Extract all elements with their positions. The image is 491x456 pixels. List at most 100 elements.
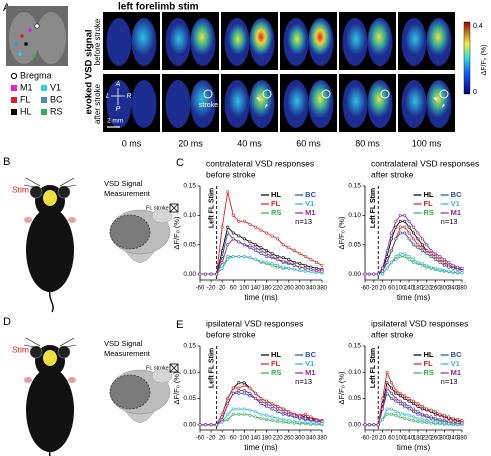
data-point bbox=[425, 252, 429, 256]
data-point bbox=[253, 415, 257, 419]
stim-annotation: Left FL Stim bbox=[370, 348, 377, 388]
data-point bbox=[253, 396, 257, 400]
legend-label: FL bbox=[424, 359, 434, 368]
stroke-label: FL stroke bbox=[146, 205, 169, 211]
data-point bbox=[298, 265, 302, 269]
data-point bbox=[276, 404, 280, 408]
y-tick-label: 0.00 bbox=[183, 421, 196, 428]
data-point bbox=[265, 252, 269, 256]
data-point bbox=[456, 270, 460, 274]
data-point bbox=[281, 407, 285, 411]
panel-label: D bbox=[3, 316, 11, 328]
x-tick-label: 60 bbox=[388, 286, 395, 292]
data-point bbox=[265, 417, 269, 421]
data-point bbox=[398, 252, 402, 256]
data-point bbox=[385, 260, 389, 264]
data-point bbox=[429, 252, 433, 256]
time-label: 0 ms bbox=[122, 138, 142, 148]
data-point bbox=[411, 399, 415, 403]
data-point bbox=[242, 407, 246, 411]
data-point bbox=[442, 260, 446, 264]
data-point bbox=[248, 408, 252, 412]
data-point bbox=[309, 417, 313, 421]
data-point bbox=[456, 417, 460, 421]
data-point bbox=[434, 266, 438, 270]
colorbar bbox=[463, 21, 471, 95]
activation bbox=[346, 23, 366, 55]
data-point bbox=[367, 272, 371, 276]
data-point bbox=[389, 396, 393, 400]
x-tick-label: -20 bbox=[207, 436, 216, 442]
legend-label: BC bbox=[305, 190, 316, 199]
legend-label: BC bbox=[451, 190, 462, 199]
row-label: before stroke bbox=[93, 18, 102, 65]
data-point bbox=[270, 402, 274, 406]
data-point bbox=[242, 389, 246, 393]
data-point bbox=[381, 396, 385, 400]
data-point bbox=[276, 407, 280, 411]
data-point bbox=[259, 402, 263, 406]
data-point bbox=[394, 413, 398, 417]
data-point bbox=[248, 240, 252, 244]
x-tick-label: 100 bbox=[239, 436, 250, 442]
data-point bbox=[398, 391, 402, 395]
activation bbox=[249, 80, 273, 118]
data-point bbox=[420, 237, 424, 241]
data-point bbox=[287, 257, 291, 261]
sample-size: n=13 bbox=[441, 217, 458, 226]
data-point bbox=[394, 389, 398, 393]
data-point bbox=[265, 404, 269, 408]
data-point bbox=[215, 423, 219, 427]
data-point bbox=[407, 404, 411, 408]
data-point bbox=[220, 266, 224, 270]
data-point bbox=[438, 267, 442, 271]
data-point bbox=[398, 402, 402, 406]
hemisphere bbox=[131, 80, 157, 128]
x-axis-label: time (ms) bbox=[244, 293, 278, 302]
data-point bbox=[394, 410, 398, 414]
x-axis-label: time (ms) bbox=[397, 443, 431, 452]
compass-label: A bbox=[115, 81, 121, 88]
activation bbox=[287, 23, 307, 55]
mouse-body bbox=[26, 368, 74, 452]
data-point bbox=[248, 256, 252, 260]
data-point bbox=[451, 420, 455, 424]
paw bbox=[68, 217, 76, 223]
time-label: 40 ms bbox=[237, 138, 262, 148]
data-point bbox=[389, 386, 393, 390]
sample-size: n=13 bbox=[295, 217, 312, 226]
data-point bbox=[276, 263, 280, 267]
colorbar-label: ΔF/F₀ (%) bbox=[481, 45, 488, 76]
data-point bbox=[287, 246, 291, 250]
y-tick-label: 0.10 bbox=[348, 212, 361, 219]
data-point bbox=[394, 237, 398, 241]
data-point bbox=[447, 415, 451, 419]
data-point bbox=[259, 412, 263, 416]
data-point bbox=[237, 219, 241, 223]
data-point bbox=[259, 416, 263, 420]
activation bbox=[426, 18, 450, 56]
data-point bbox=[309, 265, 313, 269]
data-point bbox=[237, 391, 241, 395]
data-point bbox=[403, 402, 407, 406]
data-point bbox=[298, 252, 302, 256]
legend-label: RS bbox=[271, 368, 281, 377]
legend-marker bbox=[11, 109, 17, 115]
data-point bbox=[309, 257, 313, 261]
data-point bbox=[265, 260, 269, 264]
hemisphere bbox=[9, 12, 39, 64]
sample-size: n=13 bbox=[295, 377, 312, 386]
legend-label: HL bbox=[20, 106, 32, 116]
y-tick-label: 0.05 bbox=[183, 395, 196, 402]
olfactory-bulb bbox=[151, 208, 173, 224]
x-tick-label: 100 bbox=[239, 286, 250, 292]
whiskers bbox=[23, 177, 77, 189]
stim-label: Stim bbox=[12, 184, 29, 194]
data-point bbox=[411, 225, 415, 229]
data-point bbox=[451, 263, 455, 267]
time-label: 100 ms bbox=[412, 138, 442, 148]
data-point bbox=[314, 260, 318, 264]
data-point bbox=[281, 243, 285, 247]
x-tick-label: 100 bbox=[395, 436, 406, 442]
y-axis-label: ΔF/F₀ (%) bbox=[172, 371, 181, 405]
